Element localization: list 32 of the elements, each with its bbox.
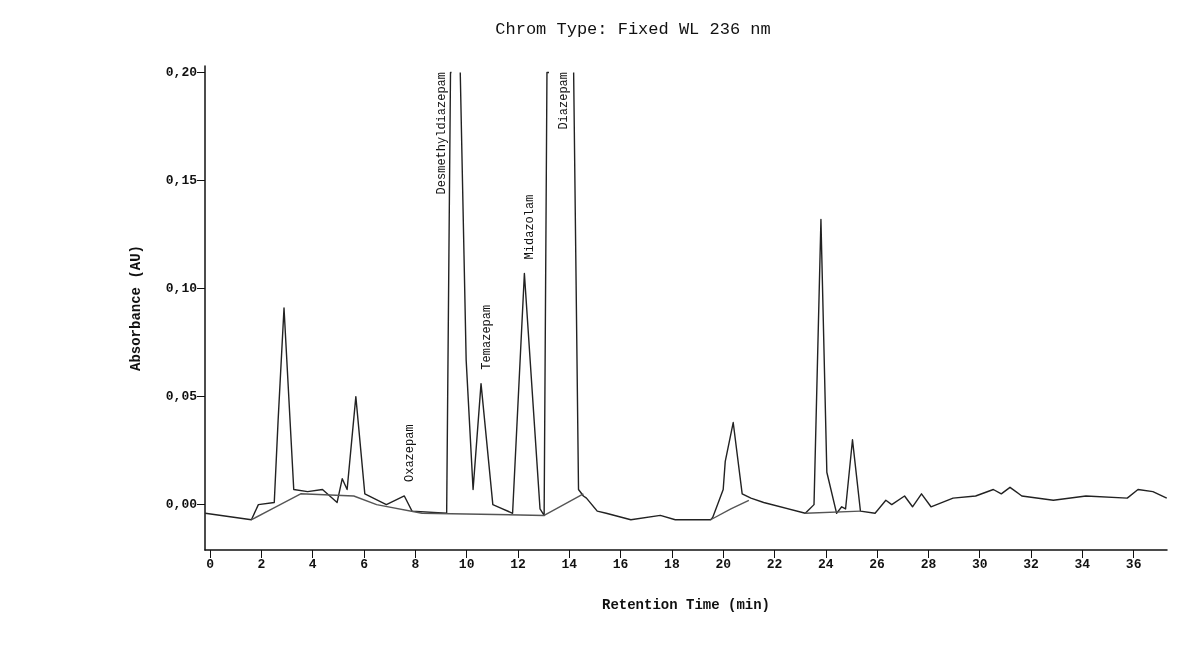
x-tick-label: 18 [664,557,680,572]
x-tick-label: 14 [561,557,578,572]
annotation: Temazepam [480,304,495,370]
x-tick-label: 0 [206,557,215,572]
annotation: Oxazepam [403,424,418,482]
x-tick-label: 2 [257,557,266,572]
x-axis-title: Retention Time (min) [601,597,771,613]
x-tick-label: 16 [612,557,629,572]
x-tick-label: 34 [1074,557,1091,572]
x-tick-label: 10 [458,557,475,572]
x-tick-label: 8 [411,557,420,572]
annotation: Midazolam [523,194,538,260]
y-tick-label: 0,00 [165,497,198,513]
y-tick-label: 0,20 [165,64,198,80]
y-tick-label: 0,10 [165,281,198,297]
x-tick-label: 24 [818,557,834,572]
x-tick-label: 26 [869,557,886,572]
x-tick-label: 30 [971,557,988,572]
x-tick-label: 36 [1125,557,1142,572]
x-tick-label: 6 [360,557,369,572]
x-tick-label: 12 [510,557,526,572]
y-axis-title: Absorbance (AU) [128,244,144,372]
y-tick-label: 0,15 [165,173,198,189]
annotation: Desmethyldiazepam [434,72,449,195]
x-tick-label: 20 [715,557,732,572]
x-tick-label: 4 [308,557,317,572]
x-tick-label: 32 [1023,557,1040,572]
annotation: Diazepam [556,72,571,130]
chart-title: Chrom Type: Fixed WL 236 nm [495,20,771,39]
x-tick-label: 22 [766,557,783,572]
x-tick-label: 28 [920,557,937,572]
y-tick-label: 0,05 [165,389,198,405]
